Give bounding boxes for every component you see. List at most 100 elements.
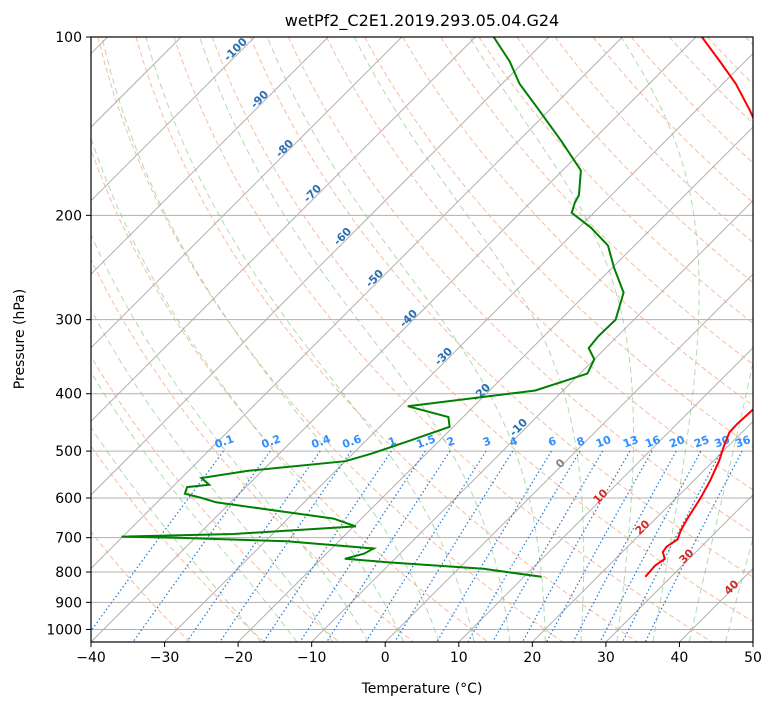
isotherm-line (605, 494, 753, 642)
mixing-ratio-line (186, 450, 321, 642)
y-tick-label: 100 (55, 30, 82, 46)
y-tick-label: 900 (55, 595, 82, 611)
dry-adiabat-line (630, 37, 753, 164)
moist-adiabat-line (91, 426, 262, 642)
dry-adiabat-line (249, 37, 753, 578)
mixing-ratio-label: 16 (643, 433, 662, 451)
x-tick-label: 40 (671, 650, 689, 666)
mixing-ratio-label: 13 (621, 433, 640, 450)
isotherm-line (91, 37, 403, 349)
dry-adiabat-line (173, 37, 713, 642)
isotherm-line (91, 37, 476, 423)
x-axis-label: Temperature (°C) (361, 681, 483, 697)
y-tick-label: 400 (55, 387, 82, 403)
y-axis-label: Pressure (hPa) (12, 289, 28, 389)
moist-adiabat-line (91, 233, 369, 642)
dry-adiabat-line (516, 37, 753, 284)
moist-adiabat-line (91, 308, 334, 642)
x-tick-label: 10 (450, 650, 468, 666)
moist-adiabat-line (688, 360, 753, 642)
y-tick-label: 600 (55, 491, 82, 507)
moist-adiabat-line (199, 37, 511, 642)
moist-adiabat-line (353, 37, 585, 642)
isotherm-line (91, 37, 697, 642)
y-axis-ticks: 100 200 300 400 500 600 700 800 900 1000 (46, 30, 91, 638)
x-tick-label: 30 (597, 650, 615, 666)
isotherm-line (91, 37, 256, 202)
mixing-ratio-label: 0.4 (310, 432, 333, 451)
mixing-ratio-line (572, 450, 677, 642)
mixing-ratio-line (492, 450, 604, 642)
y-tick-label: 800 (55, 565, 82, 581)
mixing-ratio-line (521, 450, 631, 642)
isotherm-line (91, 37, 329, 275)
moist-adiabat-line (91, 136, 405, 642)
mixing-ratio-line (91, 450, 224, 632)
mixing-ratio-line (622, 450, 722, 642)
mixing-ratio-label: 0.6 (340, 432, 363, 451)
dry-adiabat-line (135, 37, 638, 642)
profile-line-2 (121, 37, 625, 578)
moist-adiabat-line (725, 536, 753, 642)
y-tick-label: 1000 (46, 622, 82, 638)
mixing-ratio-line (219, 450, 352, 642)
moist-adiabat-line (620, 37, 700, 642)
isotherm-line (384, 273, 753, 642)
moist-adiabat-line (145, 37, 475, 642)
mixing-ratio-line (546, 450, 653, 642)
y-tick-label: 500 (55, 444, 82, 460)
mixing-ratio-label: 3 (481, 434, 493, 449)
x-tick-label: 0 (381, 650, 390, 666)
y-tick-label: 700 (55, 531, 82, 547)
mixing-ratio-label: 6 (546, 434, 558, 449)
mixing-ratio-line (599, 450, 702, 642)
dry-adiabat-line (364, 37, 753, 449)
isotherm-line (237, 126, 753, 642)
dry-adiabat-line (440, 37, 753, 365)
mixing-ratio-label: 1 (387, 434, 399, 449)
mixing-ratio-label: 0.1 (213, 432, 236, 451)
isotherm-line (458, 347, 753, 642)
dry-adiabat-line (211, 37, 753, 623)
dry-adiabat-line (91, 445, 265, 642)
x-tick-label: 20 (523, 650, 541, 666)
y-tick-label: 300 (55, 313, 82, 329)
chart-title: wetPf2_C2E1.2019.293.05.04.G24 (285, 11, 559, 31)
mixing-ratio-label: 36 (733, 433, 752, 451)
x-tick-label: −40 (76, 650, 106, 666)
moist-adiabat-line (91, 371, 298, 642)
mixing-ratio-line (644, 450, 743, 642)
dry-adiabat-line (402, 37, 753, 407)
isotherm-line (91, 37, 550, 496)
mixing-ratio-label: 4 (508, 434, 520, 449)
background-lines (91, 37, 753, 642)
dry-adiabat-line (91, 148, 489, 642)
mixing-ratio-line (262, 450, 392, 642)
moist-adiabat-line (266, 37, 546, 642)
isotherm-line (531, 420, 753, 642)
mixing-ratio-label: 20 (668, 433, 687, 451)
mixing-ratio-line (299, 450, 426, 642)
moist-adiabat-line (101, 37, 440, 642)
mixing-ratio-line (394, 450, 514, 642)
x-tick-label: 50 (744, 650, 762, 666)
profile-series (121, 37, 753, 578)
x-tick-label: −30 (150, 650, 180, 666)
dry-adiabat-line (91, 355, 340, 642)
y-tick-label: 200 (55, 208, 82, 224)
dry-adiabat-line (326, 37, 753, 491)
isotherm-line (91, 37, 623, 570)
profile-line-1 (644, 37, 753, 578)
mixing-ratio-label: 8 (575, 434, 587, 449)
plot-frame (90, 36, 754, 643)
mixing-ratio-label: 10 (594, 433, 613, 451)
mixing-ratio-label: 0.2 (260, 432, 283, 451)
x-tick-label: −20 (223, 650, 253, 666)
dry-adiabat-line (287, 37, 753, 534)
x-axis-ticks: −40 −30 −20 −10 0 10 20 30 40 50 (76, 642, 762, 666)
dry-adiabat-line (554, 37, 753, 244)
mixing-ratio-label: 25 (692, 433, 711, 450)
x-tick-label: −10 (297, 650, 327, 666)
